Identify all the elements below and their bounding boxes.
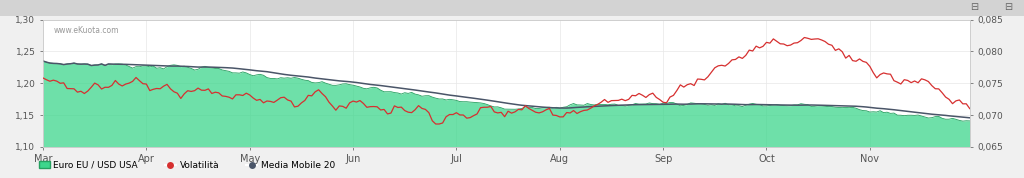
Text: ⊟: ⊟ — [1005, 2, 1013, 12]
Legend: Euro EU / USD USA, Volatilità, Media Mobile 20: Euro EU / USD USA, Volatilità, Media Mob… — [35, 157, 339, 174]
Text: ⊟: ⊟ — [970, 2, 978, 12]
Text: www.eKuota.com: www.eKuota.com — [54, 26, 120, 35]
